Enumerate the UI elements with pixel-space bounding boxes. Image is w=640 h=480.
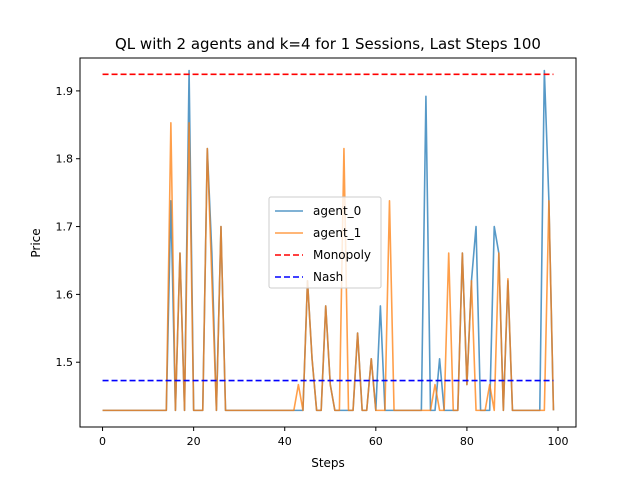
x-tick-label: 20 [187, 435, 201, 448]
legend: agent_0 agent_1 Monopoly Nash [268, 196, 382, 289]
legend-box [268, 196, 382, 289]
x-tick-label: 40 [278, 435, 292, 448]
x-tick-label: 0 [99, 435, 106, 448]
x-tick-label: 80 [460, 435, 474, 448]
y-tick-label: 1.8 [56, 153, 74, 166]
y-tick-label: 1.6 [56, 288, 74, 301]
y-tick-label: 1.7 [56, 221, 74, 234]
x-tick-label: 60 [369, 435, 383, 448]
y-tick-label: 1.5 [56, 356, 74, 369]
x-tick-label: 100 [548, 435, 569, 448]
legend-label: Monopoly [313, 248, 371, 262]
axis-ticks: 0 20 40 60 80 100 1.5 1.6 1.7 1.8 1.9 [56, 85, 569, 448]
series-line-agent-1 [102, 121, 555, 412]
y-tick-label: 1.9 [56, 85, 74, 98]
x-axis-label: Steps [311, 456, 345, 470]
series-lines [102, 69, 555, 412]
chart-title: QL with 2 agents and k=4 for 1 Sessions,… [115, 35, 541, 53]
legend-label: Nash [313, 270, 343, 284]
legend-label: agent_1 [313, 226, 361, 240]
y-axis-label: Price [29, 228, 43, 257]
legend-label: agent_0 [313, 204, 361, 218]
plot-frame [79, 57, 577, 428]
